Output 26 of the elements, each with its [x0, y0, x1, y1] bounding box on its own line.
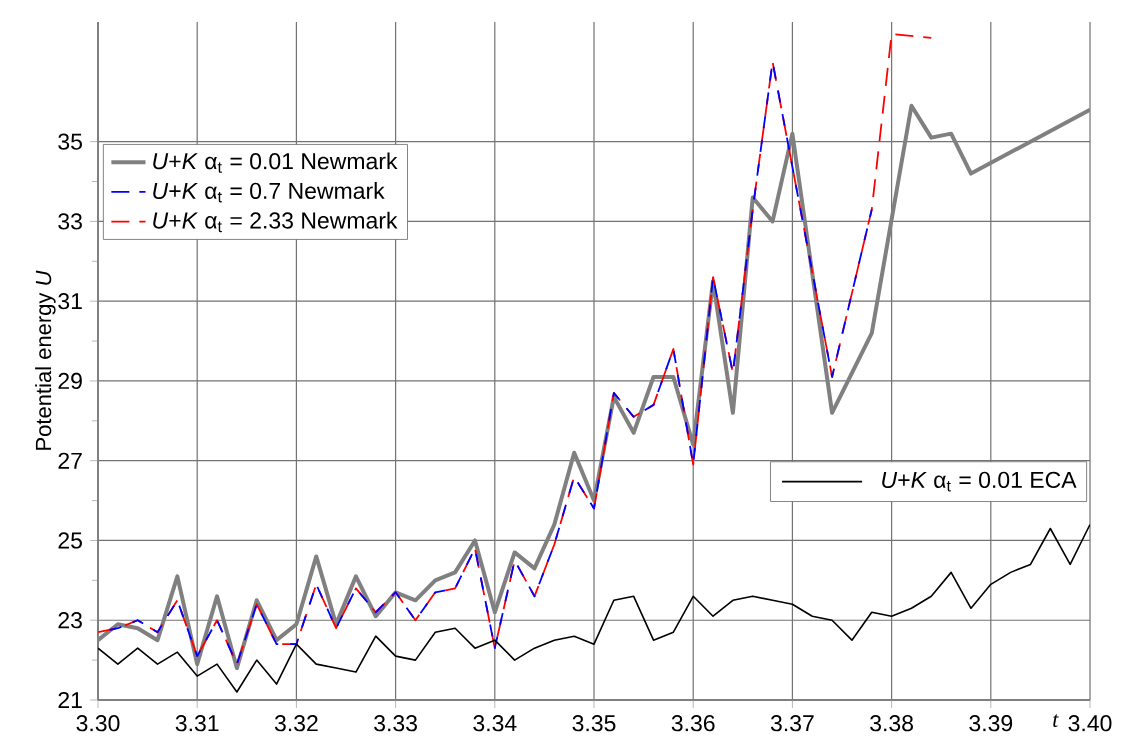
y-tick-label: 27 — [58, 452, 82, 469]
x-tick-label: 3.36 — [671, 715, 715, 732]
y-tick-label: 31 — [58, 293, 82, 310]
line-series — [98, 523, 1091, 693]
x-tick-label: 3.34 — [473, 715, 517, 732]
y-tick-label: 29 — [58, 372, 82, 390]
y-tick-label: 21 — [58, 691, 82, 709]
legend-label: U+K α$_{t}$ = 0.01 Newmark — [153, 152, 398, 173]
y-tick-label: 23 — [58, 612, 82, 629]
x-tick-label: 3.33 — [374, 715, 417, 732]
x-axis-title: t — [1053, 714, 1059, 727]
x-tick-label: 3.40 — [1068, 715, 1112, 732]
legend-label: U+K α$_{t}$ = 0.7 Newmark — [153, 182, 385, 203]
x-tick-label: 3.38 — [870, 715, 913, 732]
x-tick-label: 3.32 — [274, 715, 318, 732]
x-tick-label: 3.39 — [969, 715, 1013, 732]
y-tick-label: 35 — [58, 133, 82, 150]
legend-label: U+K α$_{t}$ = 2.33 Newmark — [153, 211, 398, 233]
x-tick-label: 3.37 — [770, 715, 814, 732]
legend-label: U+K α$_{t}$ = 0.01 ECA — [882, 471, 1077, 492]
y-axis-title: Potential energy U — [35, 270, 56, 450]
y-tick-label: 33 — [58, 213, 82, 230]
x-tick-label: 3.30 — [76, 715, 120, 732]
x-tick-label: 3.35 — [572, 715, 616, 732]
x-tick-label: 3.31 — [175, 715, 219, 732]
y-tick-label: 25 — [58, 532, 82, 549]
